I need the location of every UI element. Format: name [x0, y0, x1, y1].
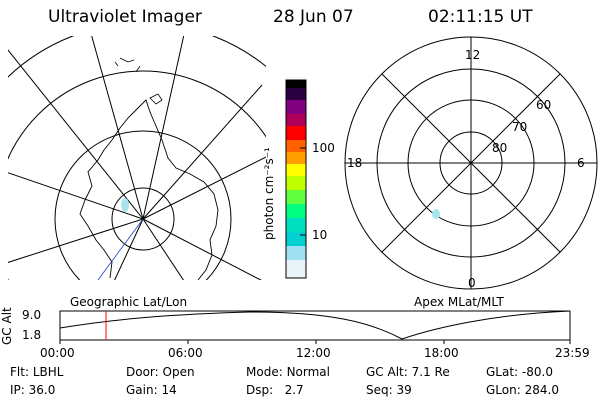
colorbar-unit-label: photon cm⁻²s⁻¹	[262, 147, 276, 240]
date-label: 28 Jun 07	[273, 7, 354, 27]
info-glat: GLat: -80.0	[486, 365, 553, 379]
geographic-label: Geographic Lat/Lon	[70, 295, 188, 309]
mlat-label-60: 60	[536, 98, 552, 112]
lat-circle-inner	[111, 187, 175, 251]
mlat-label-80: 80	[492, 141, 508, 155]
mlt-label-12: 12	[465, 48, 481, 62]
altitude-xtick-2: 12:00	[296, 346, 331, 360]
info-glon: GLon: 284.0	[486, 383, 559, 397]
altitude-plot	[59, 310, 571, 344]
mlat-label-70: 70	[512, 120, 528, 134]
info-dsp: Dsp: 2.7	[246, 383, 304, 397]
altitude-ytick-9: 9.0	[22, 308, 42, 322]
time-label: 02:11:15 UT	[428, 7, 533, 27]
altitude-xtick-0: 00:00	[40, 346, 75, 360]
geographic-map	[8, 36, 266, 280]
app-title: Ultraviolet Imager	[48, 7, 202, 27]
info-gain: Gain: 14	[126, 383, 177, 397]
altitude-xtick-4: 23:59	[555, 346, 590, 360]
apex-label: Apex MLat/MLT	[414, 295, 504, 309]
aurora-spot-left	[121, 198, 129, 212]
altitude-xtick-3: 18:00	[424, 346, 459, 360]
lat-circle-mid	[54, 130, 232, 280]
polar-plot	[344, 36, 598, 290]
colorbar	[285, 79, 307, 279]
info-door: Door: Open	[126, 365, 195, 379]
altitude-ytick-1.8: 1.8	[22, 328, 42, 342]
colorbar-tick-10: 10	[312, 228, 328, 242]
mlt-label-18: 18	[347, 156, 363, 170]
info-flt: Flt: LBHL	[10, 365, 64, 379]
aurora-spot-right	[432, 209, 440, 219]
info-gcalt: GC Alt: 7.1 Re	[366, 365, 450, 379]
info-seq: Seq: 39	[366, 383, 412, 397]
mlt-label-0: 0	[468, 276, 476, 290]
info-mode: Mode: Normal	[246, 365, 330, 379]
mlt-label-6: 6	[577, 156, 585, 170]
info-ip: IP: 36.0	[10, 383, 56, 397]
altitude-xtick-1: 06:00	[168, 346, 203, 360]
altitude-ylabel: GC Alt	[0, 307, 14, 345]
colorbar-tick-100: 100	[312, 141, 335, 155]
lat-circle-outer	[8, 70, 266, 280]
